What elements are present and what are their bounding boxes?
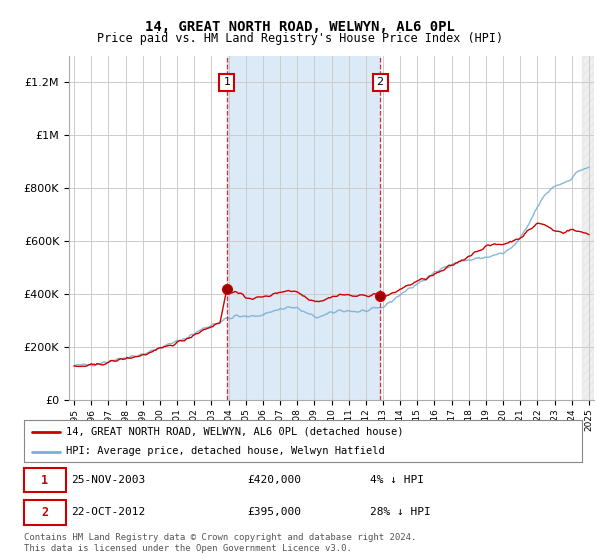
Text: £395,000: £395,000 — [247, 507, 301, 517]
Text: 2: 2 — [41, 506, 49, 519]
Bar — [582, 56, 594, 400]
Text: 1: 1 — [41, 474, 49, 487]
Bar — [582, 56, 594, 400]
Text: 4% ↓ HPI: 4% ↓ HPI — [370, 475, 424, 486]
Text: £420,000: £420,000 — [247, 475, 301, 486]
Bar — [227, 56, 380, 400]
Text: 14, GREAT NORTH ROAD, WELWYN, AL6 0PL: 14, GREAT NORTH ROAD, WELWYN, AL6 0PL — [145, 20, 455, 34]
Text: 2: 2 — [376, 77, 383, 87]
Text: 25-NOV-2003: 25-NOV-2003 — [71, 475, 146, 486]
Text: 14, GREAT NORTH ROAD, WELWYN, AL6 0PL (detached house): 14, GREAT NORTH ROAD, WELWYN, AL6 0PL (d… — [66, 427, 403, 437]
Text: Price paid vs. HM Land Registry's House Price Index (HPI): Price paid vs. HM Land Registry's House … — [97, 32, 503, 45]
Text: 28% ↓ HPI: 28% ↓ HPI — [370, 507, 431, 517]
FancyBboxPatch shape — [24, 500, 66, 525]
Text: Contains HM Land Registry data © Crown copyright and database right 2024.
This d: Contains HM Land Registry data © Crown c… — [24, 533, 416, 553]
Text: 22-OCT-2012: 22-OCT-2012 — [71, 507, 146, 517]
Text: 1: 1 — [223, 77, 230, 87]
FancyBboxPatch shape — [24, 468, 66, 492]
Text: HPI: Average price, detached house, Welwyn Hatfield: HPI: Average price, detached house, Welw… — [66, 446, 385, 456]
